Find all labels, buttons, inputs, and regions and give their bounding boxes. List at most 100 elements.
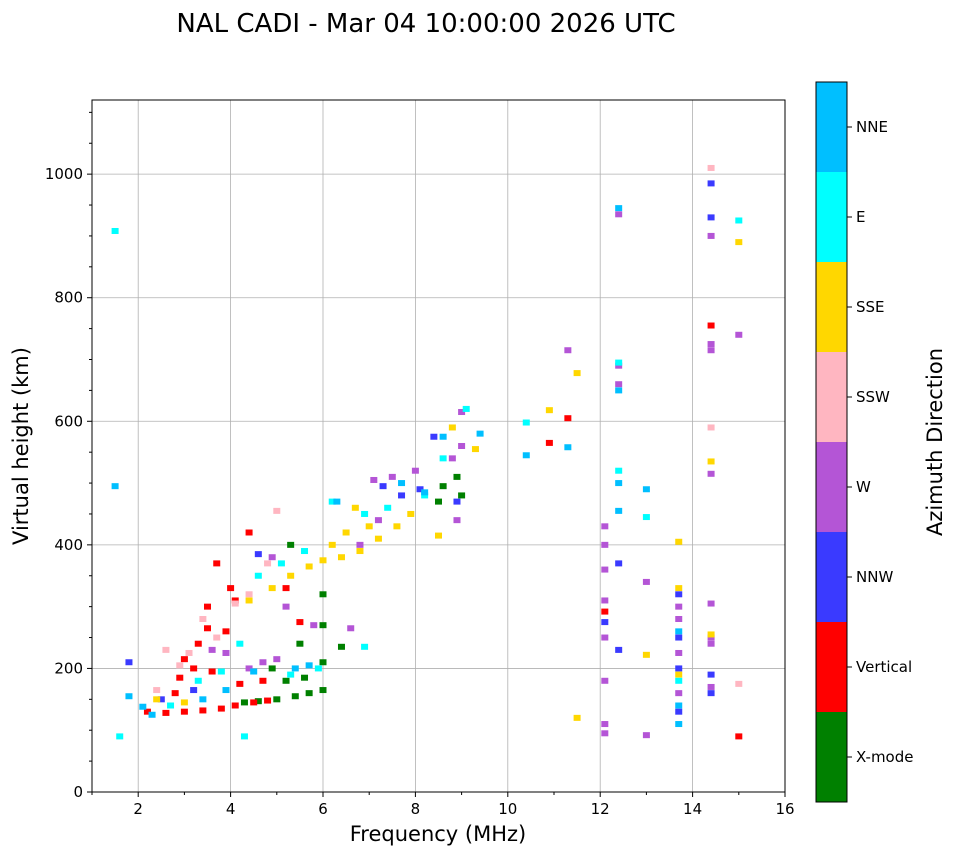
data-point	[157, 696, 165, 703]
data-point	[675, 538, 683, 545]
data-point	[347, 625, 355, 632]
data-point	[615, 211, 623, 218]
data-point	[167, 702, 175, 709]
data-point	[615, 507, 623, 514]
data-point	[601, 523, 609, 530]
colorbar-label: SSE	[856, 298, 885, 316]
data-point	[143, 708, 151, 715]
colorbar-title: Azimuth Direction	[923, 348, 947, 536]
y-axis-label: Virtual height (km)	[9, 347, 33, 545]
data-point	[675, 708, 683, 715]
data-point	[291, 693, 299, 700]
data-point	[282, 585, 290, 592]
data-point	[471, 446, 479, 453]
data-point	[398, 492, 406, 499]
x-tick-label: 12	[591, 800, 610, 818]
data-point	[642, 651, 650, 658]
y-tick-label: 200	[54, 659, 83, 677]
data-point	[176, 662, 184, 669]
data-point	[573, 370, 581, 377]
colorbar-swatch	[816, 352, 847, 442]
data-point	[222, 649, 230, 656]
data-point	[213, 560, 221, 567]
data-point	[615, 560, 623, 567]
data-point	[245, 591, 253, 598]
data-point	[305, 563, 313, 570]
data-point	[176, 674, 184, 681]
data-point	[273, 696, 281, 703]
data-point	[125, 659, 133, 666]
series-w	[208, 211, 743, 739]
data-point	[707, 600, 715, 607]
data-point	[199, 616, 207, 622]
data-point	[259, 677, 267, 684]
data-point	[305, 690, 313, 697]
colorbar-label: X-mode	[856, 748, 913, 766]
plot-frame	[91, 99, 786, 793]
series-e	[111, 217, 743, 740]
data-point	[601, 721, 609, 728]
data-point	[199, 707, 207, 714]
data-point	[675, 671, 683, 678]
data-point	[453, 473, 461, 480]
data-point	[393, 523, 401, 530]
data-point	[522, 419, 530, 426]
data-point	[735, 733, 743, 740]
data-point	[171, 690, 179, 697]
data-point	[301, 674, 309, 681]
data-point	[287, 541, 295, 548]
data-point	[675, 649, 683, 656]
data-point	[361, 510, 369, 517]
data-point	[573, 714, 581, 721]
data-point	[319, 557, 327, 564]
data-point	[458, 492, 466, 499]
data-point	[356, 548, 364, 555]
series-nne	[111, 205, 683, 728]
data-point	[333, 498, 341, 505]
data-point	[601, 608, 609, 615]
data-point	[675, 616, 683, 622]
x-axis-label: Frequency (MHz)	[350, 822, 526, 846]
data-point	[111, 483, 119, 490]
data-point	[194, 677, 202, 684]
data-point	[217, 705, 225, 712]
data-point	[180, 656, 188, 663]
series-x-mode	[240, 473, 466, 706]
data-point	[282, 677, 290, 684]
data-point	[231, 702, 239, 709]
y-axis-ticks: 0 200 400 600 800 1000	[45, 111, 92, 801]
data-point	[116, 733, 124, 740]
data-point	[199, 696, 207, 703]
data-point	[707, 690, 715, 697]
data-point	[222, 628, 230, 635]
y-tick-label: 600	[54, 412, 83, 430]
series-vertical	[143, 322, 743, 740]
data-point	[222, 687, 230, 694]
data-point	[675, 690, 683, 697]
colorbar-swatch	[816, 532, 847, 622]
data-point	[374, 535, 382, 542]
data-point	[707, 341, 715, 348]
colorbar-swatch	[816, 442, 847, 532]
data-point	[675, 634, 683, 641]
data-point	[296, 619, 304, 626]
data-point	[273, 656, 281, 663]
data-point	[240, 733, 248, 740]
data-point	[250, 699, 258, 706]
series-ssw	[153, 164, 743, 694]
data-point	[264, 560, 272, 567]
data-point	[319, 659, 327, 666]
series-sse	[153, 239, 743, 721]
data-point	[601, 597, 609, 604]
data-point	[111, 227, 119, 234]
y-tick-label: 800	[54, 289, 83, 307]
data-point	[231, 597, 239, 604]
data-point	[361, 643, 369, 650]
data-point	[462, 405, 470, 412]
data-point	[153, 687, 161, 694]
data-point	[259, 659, 267, 666]
data-point	[615, 480, 623, 487]
data-point	[675, 721, 683, 728]
data-point	[707, 458, 715, 465]
data-point	[615, 381, 623, 388]
